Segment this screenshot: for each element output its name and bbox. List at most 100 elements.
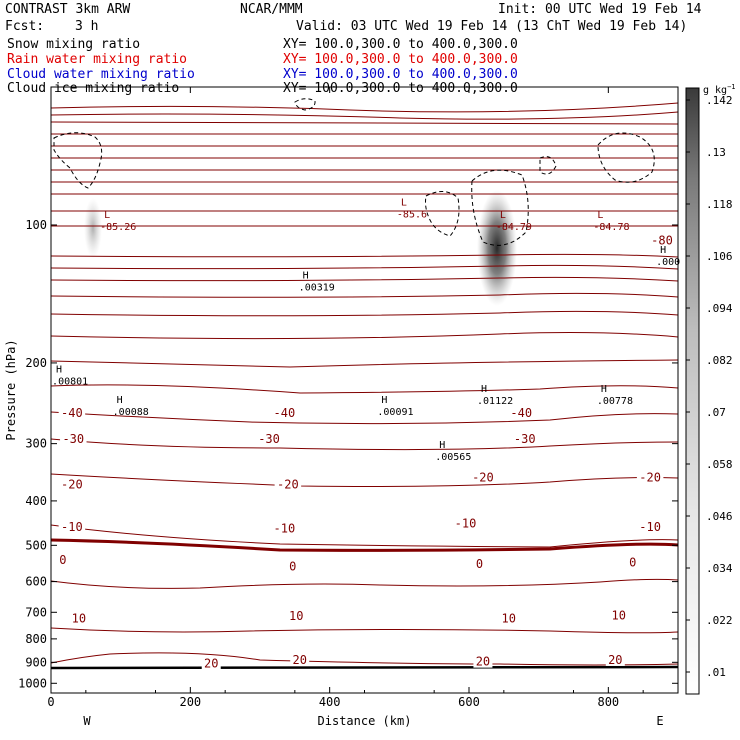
extremum-value: .01122 — [477, 396, 513, 407]
isotherm-label-bg — [60, 431, 87, 445]
isotherm-line — [51, 438, 678, 451]
isotherm-label-bg — [271, 405, 298, 419]
isotherm-label: -80 — [651, 233, 673, 247]
freezing-level-line — [50, 538, 679, 552]
x-tick-label: 200 — [179, 695, 201, 709]
extremum-value: .00091 — [377, 407, 413, 418]
isotherm-label: 20 — [204, 657, 218, 671]
field-rain-xy: XY= 100.0,300.0 to 400.0,300.0 — [283, 52, 518, 67]
isotherm-label: -40 — [510, 406, 532, 420]
field-cloud-ice-xy: XY= 100.0,300.0 to 400.0,300.0 — [283, 81, 518, 96]
isotherm-label-bg — [57, 552, 69, 566]
isotherm-label-bg — [286, 608, 306, 622]
isotherm-line — [51, 411, 678, 425]
colorbar-level: .142 — [706, 94, 733, 107]
isotherm-line — [51, 102, 678, 113]
isotherm-label: 20 — [608, 653, 622, 667]
field-cloud-ice-name: Cloud ice mixing ratio — [7, 81, 180, 96]
ice-contour — [425, 191, 460, 237]
isotherm-label-bg — [511, 431, 538, 445]
ice-contour — [294, 98, 316, 111]
y-tick-label: 500 — [25, 538, 47, 552]
ice-contour — [597, 132, 655, 183]
colorbar-labels: .01 .022 .034 .046 .058 .07 .082 .094 .106 .118 .1… — [686, 83, 736, 679]
y-tick-label: 400 — [25, 494, 47, 508]
y-tick-label: 1000 — [18, 676, 47, 690]
mixing-ratio-shading — [84, 190, 517, 306]
colorbar-level: .094 — [706, 302, 733, 315]
ice-contour — [53, 132, 103, 189]
isotherm-label: 20 — [476, 655, 490, 669]
isotherm-line — [51, 627, 678, 634]
isotherm-line — [51, 253, 678, 258]
axis-ticks — [50, 87, 678, 693]
field-rain-name: Rain water mixing ratio — [7, 52, 188, 67]
isotherm-line — [51, 121, 678, 125]
colorbar-level: .082 — [706, 354, 733, 367]
isotherm-label: 20 — [292, 653, 306, 667]
isotherm-label: -20 — [472, 471, 494, 485]
org-label: NCAR/MMM — [240, 2, 303, 17]
extremum-marker: L — [500, 210, 506, 221]
isotherm-line — [51, 578, 678, 589]
isotherm-lines — [51, 102, 678, 666]
forecast-label: Fcst: — [5, 19, 45, 34]
ice-contour — [539, 156, 557, 175]
y-axis-title: Pressure (hPa) — [4, 339, 18, 440]
extremum-marker: L — [104, 210, 110, 221]
isotherm-label: 0 — [289, 559, 296, 573]
isotherm-label-bg — [290, 652, 310, 666]
extremum-marker: H — [481, 384, 487, 395]
y-tick-label: 700 — [25, 605, 47, 619]
field-cloud-water-name: Cloud water mixing ratio — [7, 67, 195, 82]
isotherm-label: -10 — [274, 522, 296, 536]
isotherm-line — [51, 276, 678, 282]
y-tick-label: 600 — [25, 575, 47, 589]
x-axis-title: Distance (km) — [318, 714, 412, 728]
isotherm-label-bg — [58, 477, 86, 491]
extremum-value: .00565 — [435, 452, 471, 463]
colorbar-level: .13 — [706, 146, 726, 159]
isotherm-label-bg — [58, 519, 86, 533]
extremum-marker: L — [401, 197, 407, 208]
y-tick-label: 100 — [25, 218, 47, 232]
extremum-marker: L — [597, 210, 603, 221]
plot-frame — [50, 86, 679, 694]
extremum-value: -84.79 — [496, 222, 532, 233]
isotherm-line — [51, 111, 678, 120]
isotherm-label: 10 — [289, 609, 303, 623]
isotherm-label: 10 — [612, 608, 626, 622]
isotherm-label-bg — [636, 519, 664, 533]
isotherm-label-bg — [473, 654, 493, 668]
extremum-value: .00319 — [299, 283, 335, 294]
shading-core — [477, 190, 517, 306]
ground-line — [50, 665, 679, 670]
isotherm-label: -40 — [61, 406, 83, 420]
ice-contour — [471, 169, 529, 246]
isotherm-label: -30 — [62, 432, 84, 446]
extremum-marker: H — [381, 395, 387, 406]
isotherm-label-bg — [508, 405, 535, 419]
x-tick-label: 0 — [47, 695, 54, 709]
x-tick-label: 600 — [458, 695, 480, 709]
west-label: W — [83, 714, 91, 728]
isotherm-label-bg — [58, 405, 86, 419]
isotherm-line — [51, 473, 678, 487]
extremum-value: -84.78 — [593, 222, 629, 233]
isotherm-line — [51, 524, 678, 548]
isotherm-label-bg — [626, 555, 639, 569]
colorbar-level: .118 — [706, 198, 733, 211]
isotherm-label-bg — [609, 608, 629, 622]
isotherm-label: 10 — [501, 611, 515, 625]
colorbar-unit-base: g kg — [703, 85, 727, 96]
y-tick-label: 200 — [25, 356, 47, 370]
field-cloud-water-xy: XY= 100.0,300.0 to 400.0,300.0 — [283, 67, 518, 82]
isotherm-label: 10 — [72, 611, 86, 625]
isotherm-label-bg — [286, 559, 299, 573]
init-time: Init: 00 UTC Wed 19 Feb 14 — [498, 2, 702, 17]
extremum-marker: H — [660, 245, 666, 256]
isotherm-label: 0 — [629, 555, 636, 569]
extremum-marker: H — [303, 271, 309, 282]
isotherm-line — [51, 652, 678, 666]
